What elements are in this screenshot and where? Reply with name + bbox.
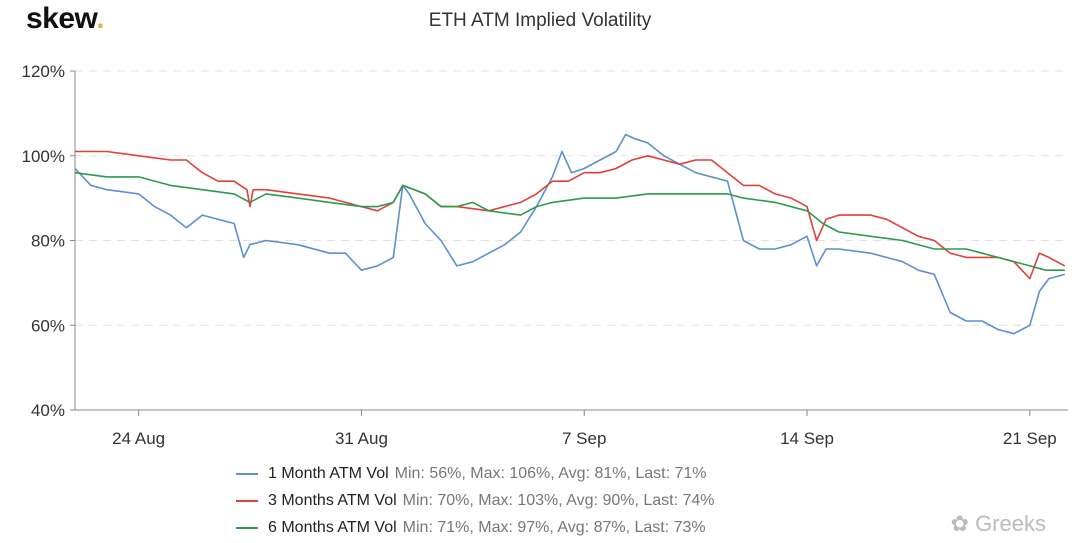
y-tick-label: 40%: [31, 401, 65, 420]
legend-name: 1 Month ATM Vol: [268, 465, 389, 482]
legend-swatch: [236, 526, 258, 529]
legend-item-1m[interactable]: 1 Month ATM Vol Min: 56%, Max: 106%, Avg:…: [236, 460, 715, 487]
x-tick-label: 31 Aug: [335, 429, 388, 448]
series-line-6m: [74, 171, 1065, 271]
x-tick-label: 7 Sep: [562, 429, 606, 448]
legend-item-3m[interactable]: 3 Months ATM Vol Min: 70%, Max: 103%, Avg…: [236, 487, 715, 514]
y-tick-label: 100%: [22, 147, 65, 166]
x-tick-label: 24 Aug: [112, 429, 165, 448]
chart-plot: 40% 60% 80% 100% 120% 24 Aug 31 Aug 7 Sep 14 Sep…: [22, 62, 1068, 448]
y-tick-label: 80%: [31, 232, 65, 251]
legend-stats: Min: 71%, Max: 97%, Avg: 87%, Last: 73%: [402, 519, 706, 536]
legend-name: 6 Months ATM Vol: [268, 519, 397, 536]
legend-stats: Min: 70%, Max: 103%, Avg: 90%, Last: 74%: [402, 492, 715, 509]
legend-swatch: [236, 472, 258, 475]
legend: 1 Month ATM Vol Min: 56%, Max: 106%, Avg:…: [236, 460, 715, 541]
y-tick-label: 60%: [31, 316, 65, 335]
legend-name: 3 Months ATM Vol: [268, 492, 397, 509]
x-tick-label: 14 Sep: [780, 429, 834, 448]
x-tick-label: 21 Sep: [1003, 429, 1057, 448]
watermark: ✿ Greeks: [950, 511, 1046, 536]
chart-title: ETH ATM Implied Volatility: [428, 10, 652, 31]
legend-item-6m[interactable]: 6 Months ATM Vol Min: 71%, Max: 97%, Avg:…: [236, 514, 715, 541]
legend-swatch: [236, 499, 258, 502]
skew-logo: skew.: [26, 2, 105, 35]
legend-stats: Min: 56%, Max: 106%, Avg: 81%, Last: 71%: [394, 465, 707, 482]
series-line-3m: [75, 150, 1066, 280]
y-tick-label: 120%: [22, 62, 65, 81]
logo-text: skew: [26, 2, 97, 35]
series-line-1m: [74, 133, 1066, 335]
